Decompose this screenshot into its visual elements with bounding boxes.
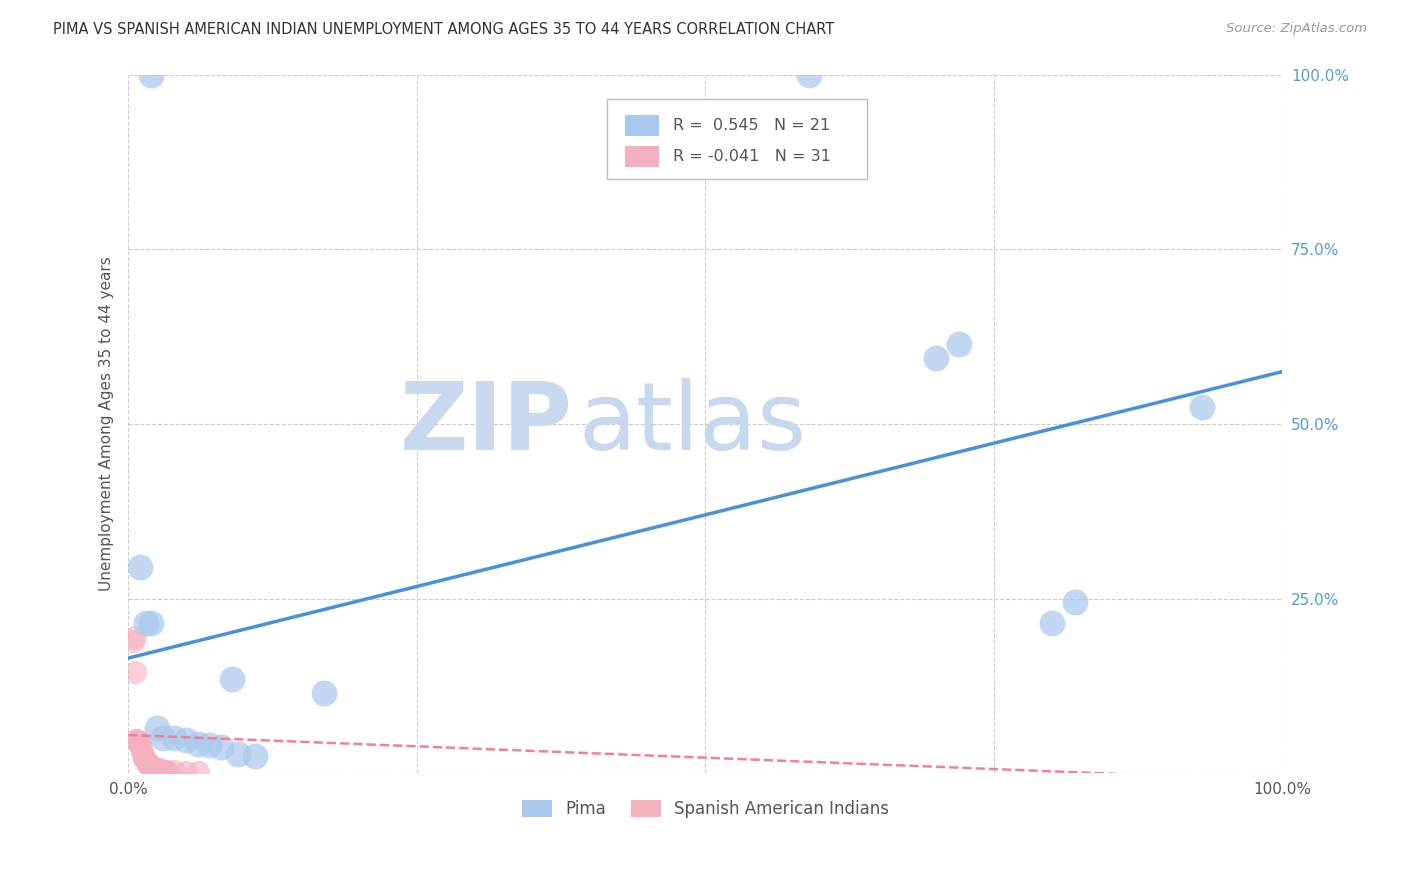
Text: R =  0.545   N = 21: R = 0.545 N = 21 — [673, 118, 831, 133]
Point — [134, 751, 156, 765]
Point — [141, 761, 163, 775]
Point — [1191, 400, 1213, 414]
Text: ZIP: ZIP — [399, 378, 572, 470]
Point — [149, 763, 172, 777]
Point — [125, 732, 148, 747]
Text: Source: ZipAtlas.com: Source: ZipAtlas.com — [1226, 22, 1367, 36]
Point — [152, 764, 174, 778]
Point — [221, 672, 243, 686]
Point — [925, 351, 948, 365]
Point — [186, 765, 208, 780]
Point — [152, 731, 174, 746]
Point — [163, 764, 186, 779]
Point — [127, 732, 149, 747]
Point — [141, 616, 163, 631]
Point — [136, 756, 159, 771]
Point — [124, 665, 146, 679]
Point — [129, 739, 152, 754]
Point — [128, 739, 150, 753]
Point — [141, 759, 163, 773]
Point — [198, 739, 221, 753]
FancyBboxPatch shape — [624, 115, 659, 136]
Point — [153, 764, 176, 778]
Point — [131, 746, 153, 760]
Point — [148, 762, 170, 776]
Point — [146, 762, 169, 776]
Point — [226, 747, 249, 761]
Point — [128, 560, 150, 574]
FancyBboxPatch shape — [624, 145, 659, 167]
Text: R = -0.041   N = 31: R = -0.041 N = 31 — [673, 149, 831, 164]
Point — [124, 630, 146, 644]
Point — [174, 732, 197, 747]
Text: atlas: atlas — [578, 378, 807, 470]
Point — [139, 759, 162, 773]
Point — [146, 721, 169, 735]
Point — [1063, 595, 1085, 609]
Legend: Pima, Spanish American Indians: Pima, Spanish American Indians — [515, 793, 896, 824]
Point — [209, 739, 232, 754]
Point — [145, 762, 167, 776]
FancyBboxPatch shape — [607, 99, 868, 179]
Point — [148, 763, 170, 777]
Text: PIMA VS SPANISH AMERICAN INDIAN UNEMPLOYMENT AMONG AGES 35 TO 44 YEARS CORRELATI: PIMA VS SPANISH AMERICAN INDIAN UNEMPLOY… — [53, 22, 835, 37]
Point — [186, 737, 208, 751]
Point — [138, 758, 160, 772]
Point — [135, 754, 157, 768]
Point — [163, 731, 186, 746]
Point — [156, 764, 179, 779]
Point — [141, 68, 163, 82]
Point — [245, 748, 267, 763]
Point — [174, 765, 197, 780]
Point — [948, 336, 970, 351]
Point — [142, 761, 165, 775]
Point — [1040, 616, 1063, 631]
Point — [121, 633, 143, 648]
Point — [128, 735, 150, 749]
Point — [135, 756, 157, 770]
Point — [143, 762, 166, 776]
Point — [799, 68, 821, 82]
Y-axis label: Unemployment Among Ages 35 to 44 years: Unemployment Among Ages 35 to 44 years — [100, 257, 114, 591]
Point — [132, 748, 155, 763]
Point — [135, 616, 157, 631]
Point — [314, 686, 336, 700]
